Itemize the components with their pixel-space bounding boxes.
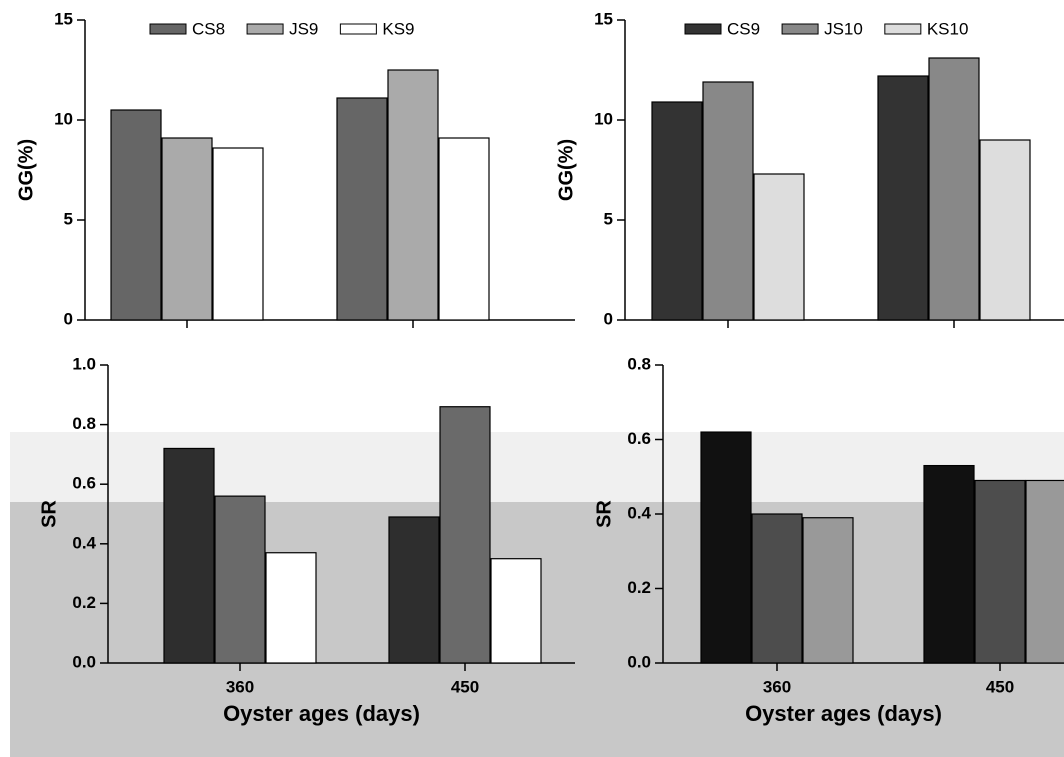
- bar: [110, 109, 162, 321]
- x-tick-label: 360: [226, 677, 254, 696]
- x-axis-label: Oyster ages (days): [745, 701, 942, 726]
- bar: [163, 447, 215, 664]
- y-tick-label: 0: [604, 309, 613, 328]
- y-tick-label: 0.4: [627, 503, 651, 522]
- bar: [161, 137, 213, 321]
- bar: [439, 406, 491, 664]
- legend-swatch: [884, 23, 922, 35]
- legend-swatch: [781, 23, 819, 35]
- y-tick-label: 0.8: [72, 414, 96, 433]
- legend-label: KS9: [382, 19, 414, 38]
- x-tick-label: 450: [451, 677, 479, 696]
- y-tick-label: 0.2: [72, 593, 96, 612]
- y-tick-label: 10: [594, 109, 613, 128]
- y-tick-label: 0.2: [627, 578, 651, 597]
- bar: [212, 147, 264, 321]
- bar: [388, 516, 440, 664]
- x-tick-label: 450: [986, 677, 1014, 696]
- y-tick-label: 0.0: [627, 652, 651, 671]
- y-axis-label: GG(%): [555, 139, 577, 201]
- legend-swatch: [684, 23, 722, 35]
- bar: [214, 495, 266, 664]
- y-tick-label: 0.4: [72, 533, 96, 552]
- legend-swatch: [339, 23, 377, 35]
- y-tick-label: 0.8: [627, 354, 651, 373]
- y-tick-label: 1.0: [72, 354, 96, 373]
- y-tick-label: 10: [54, 109, 73, 128]
- y-tick-label: 0.0: [72, 652, 96, 671]
- bar: [490, 558, 542, 664]
- x-axis-label: Oyster ages (days): [223, 701, 420, 726]
- y-tick-label: 5: [64, 209, 73, 228]
- bar: [753, 173, 805, 321]
- bar: [387, 69, 439, 321]
- legend-label: JS9: [289, 19, 318, 38]
- bar: [928, 57, 980, 321]
- y-axis-label: SR: [593, 500, 615, 528]
- x-tick-label: 360: [763, 677, 791, 696]
- bar: [651, 101, 703, 321]
- y-axis-label: GG(%): [15, 139, 37, 201]
- y-tick-label: 5: [604, 209, 613, 228]
- bar: [1025, 479, 1064, 664]
- y-tick-label: 0.6: [72, 474, 96, 493]
- bar: [336, 97, 388, 321]
- y-tick-label: 0.6: [627, 429, 651, 448]
- legend-label: JS10: [824, 19, 863, 38]
- legend-label: KS10: [927, 19, 969, 38]
- legend-swatch: [246, 23, 284, 35]
- y-tick-label: 15: [594, 9, 613, 28]
- bar: [438, 137, 490, 321]
- bar: [979, 139, 1031, 321]
- legend-swatch: [149, 23, 187, 35]
- bar: [265, 552, 317, 664]
- bar: [974, 479, 1026, 664]
- legend-label: CS9: [727, 19, 760, 38]
- bar: [877, 75, 929, 321]
- bar: [923, 464, 975, 664]
- legend-label: CS8: [192, 19, 225, 38]
- y-axis-label: SR: [38, 500, 60, 528]
- bar: [700, 431, 752, 664]
- bar: [702, 81, 754, 321]
- bar: [802, 517, 854, 664]
- y-tick-label: 15: [54, 9, 73, 28]
- y-tick-label: 0: [64, 309, 73, 328]
- bar: [751, 513, 803, 664]
